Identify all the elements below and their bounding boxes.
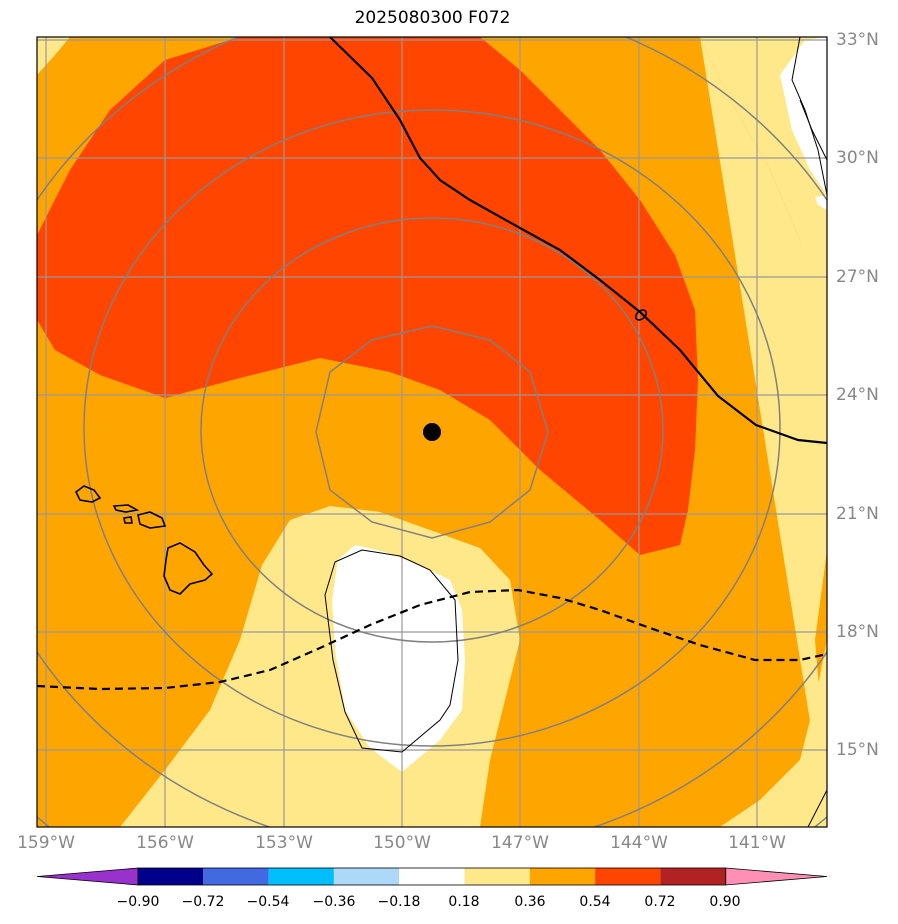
lon-tick-144w: 144°W [610,833,668,853]
lon-tick-156w: 156°W [136,833,194,853]
range-ring-2 [200,217,664,643]
storm-center-dot [423,423,441,441]
colorbar-label: 0.54 [579,894,611,910]
range-ring-3 [83,109,781,747]
colorbar-label: 0.18 [448,894,480,910]
lon-tick-159w: 159°W [17,833,75,853]
lat-tick-21n: 21°N [836,504,879,524]
fill-white-northeast-bottom [815,195,827,210]
colorbar-segment [333,868,400,885]
fill-yellow-northeast-band [700,37,827,530]
colorbar-label: 0.36 [514,894,546,910]
fill-yellow-northwest [37,37,70,75]
island-oahu [112,504,140,513]
colorbar-label: 0.90 [709,894,741,910]
island-maui [137,511,167,529]
colorbar-label: −0.72 [181,894,225,910]
contour-thin-south [324,549,459,753]
coastline-southeast [807,789,828,828]
lon-tick-150w: 150°W [373,833,431,853]
colorbar-label: −0.54 [246,894,290,910]
fill-yellow-southeast [720,640,827,827]
contour-solid-ridge [329,36,828,445]
lat-tick-33n: 33°N [836,30,879,50]
colorbar-label: 0.72 [644,894,676,910]
lat-tick-30n: 30°N [836,148,879,168]
coastlines [74,36,828,828]
colorbar-label: −0.36 [312,894,356,910]
colorbar-segment [660,868,726,885]
lat-tick-24n: 24°N [836,385,879,405]
lon-tick-141w: 141°W [728,833,786,853]
map-frame [36,36,828,828]
lat-tick-27n: 27°N [836,267,879,287]
colorbar-extend-low [36,867,139,886]
colorbar-frame [137,867,727,886]
fill-redorange-north [37,37,698,555]
island-hawaii [163,542,214,595]
map-title: 2025080300 F072 [354,8,511,28]
lat-tick-15n: 15°N [836,740,879,760]
contour-small-loop [634,309,648,321]
colorbar [36,867,828,886]
coastline-northeast-2 [799,99,828,161]
range-ring-1 [315,325,549,539]
contour-dashed-trough [36,588,828,691]
island-kauai [74,485,102,503]
lat-tick-18n: 18°N [836,622,879,642]
lon-tick-153w: 153°W [255,833,313,853]
colorbar-extend-high [725,867,828,886]
colorbar-segment [203,868,269,885]
colorbar-segment [595,868,661,885]
colorbar-segment [464,868,530,885]
fill-yellow-northeast [700,37,827,827]
colorbar-segment [399,868,465,885]
coastline-northeast [791,36,828,196]
colorbar-segment [138,868,204,885]
graticule [37,37,827,827]
colorbar-segment [268,868,334,885]
fill-white-northeast [780,37,827,195]
island-molokai [123,516,133,524]
colorbar-segment [529,868,596,885]
lon-tick-147w: 147°W [491,833,549,853]
colorbar-label: −0.18 [377,894,421,910]
colorbar-label: −0.90 [116,894,160,910]
